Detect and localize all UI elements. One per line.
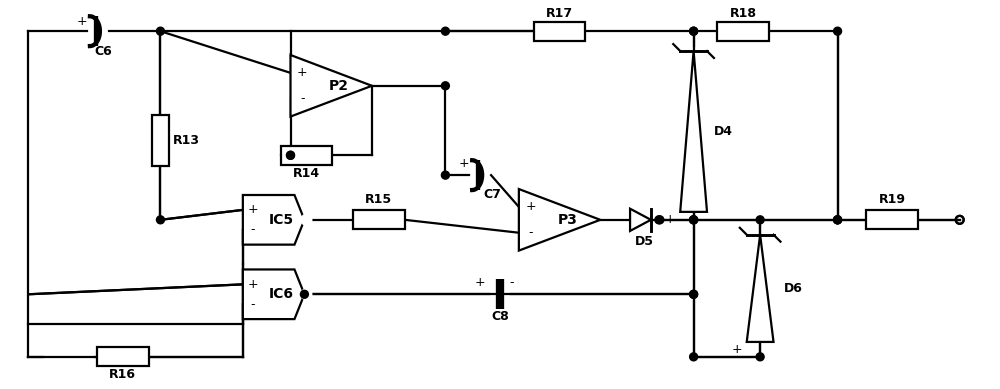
Circle shape: [834, 216, 842, 224]
Circle shape: [300, 290, 308, 298]
Bar: [152, 115, 169, 166]
Text: R16: R16: [109, 368, 136, 381]
Text: R18: R18: [730, 7, 757, 20]
Text: -: -: [529, 226, 533, 239]
Bar: [97, 347, 149, 366]
Text: P3: P3: [558, 213, 577, 227]
Text: R19: R19: [879, 193, 906, 207]
Circle shape: [156, 27, 164, 35]
Circle shape: [834, 27, 842, 35]
Circle shape: [156, 216, 164, 224]
Circle shape: [690, 216, 698, 224]
Polygon shape: [291, 55, 372, 117]
Polygon shape: [519, 189, 600, 251]
Text: IC6: IC6: [269, 287, 294, 301]
Text: +: +: [475, 276, 485, 289]
Text: R17: R17: [546, 7, 573, 20]
Circle shape: [690, 216, 698, 224]
Circle shape: [441, 82, 449, 90]
Circle shape: [441, 27, 449, 35]
Text: D4: D4: [714, 125, 733, 138]
Text: +: +: [77, 15, 87, 28]
Circle shape: [690, 216, 698, 224]
Bar: [353, 210, 405, 229]
Text: +: +: [459, 157, 470, 170]
Text: +: +: [731, 343, 742, 356]
Circle shape: [301, 289, 311, 299]
Text: D5: D5: [634, 235, 653, 248]
Circle shape: [834, 216, 842, 224]
Polygon shape: [243, 195, 304, 245]
Circle shape: [756, 216, 764, 224]
Circle shape: [301, 215, 311, 225]
Polygon shape: [630, 209, 651, 231]
Text: R14: R14: [293, 166, 320, 180]
Circle shape: [690, 290, 698, 298]
Circle shape: [690, 27, 698, 35]
Circle shape: [690, 353, 698, 361]
Polygon shape: [747, 235, 774, 342]
Circle shape: [287, 151, 294, 159]
Text: C6: C6: [94, 44, 112, 58]
Text: +: +: [297, 67, 308, 79]
Circle shape: [690, 290, 698, 298]
Circle shape: [656, 216, 664, 224]
Text: D6: D6: [783, 282, 802, 295]
Text: R13: R13: [173, 134, 200, 147]
Bar: [717, 22, 769, 40]
Text: P2: P2: [329, 79, 349, 93]
Circle shape: [756, 353, 764, 361]
Polygon shape: [680, 51, 707, 212]
Text: -: -: [300, 92, 305, 105]
Circle shape: [287, 151, 294, 159]
Text: -: -: [251, 223, 255, 236]
Text: +: +: [247, 278, 258, 291]
Text: -: -: [251, 298, 255, 311]
Circle shape: [441, 171, 449, 179]
Text: C7: C7: [483, 189, 501, 202]
Bar: [281, 146, 332, 165]
Polygon shape: [243, 270, 304, 319]
Text: +: +: [247, 203, 258, 216]
Circle shape: [655, 216, 663, 224]
Text: C8: C8: [491, 310, 509, 322]
Text: R15: R15: [365, 193, 392, 207]
Text: IC5: IC5: [269, 213, 294, 227]
Text: +: +: [525, 200, 536, 214]
Text: +: +: [665, 213, 676, 226]
Bar: [866, 210, 918, 229]
Bar: [534, 22, 585, 40]
Circle shape: [690, 27, 698, 35]
Circle shape: [834, 216, 842, 224]
Text: -: -: [510, 276, 514, 289]
